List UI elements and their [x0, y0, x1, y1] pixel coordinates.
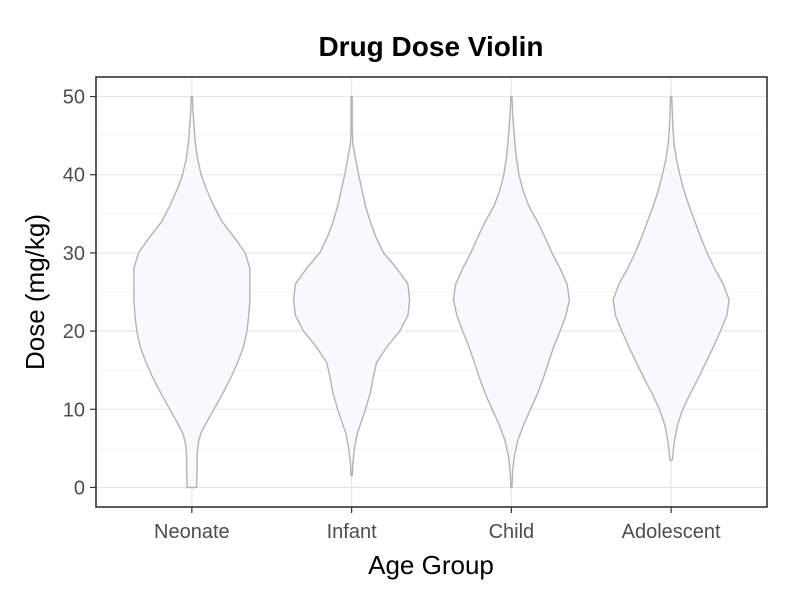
- chart-title: Drug Dose Violin: [318, 31, 543, 62]
- y-tick-label: 40: [63, 165, 85, 187]
- y-tick-label: 10: [63, 399, 85, 421]
- y-tick-label: 0: [74, 477, 85, 499]
- x-axis-title: Age Group: [368, 550, 494, 580]
- y-axis-title: Dose (mg/kg): [20, 214, 50, 370]
- x-tick-label: Child: [489, 521, 535, 543]
- x-tick-label: Adolescent: [622, 521, 721, 543]
- violin-infant: [292, 95, 411, 477]
- panel-border: [95, 76, 768, 508]
- violin-neonate: [133, 95, 251, 489]
- x-tick-label: Infant: [327, 521, 377, 543]
- y-axis: 0 10 20 30 40 50: [63, 87, 96, 499]
- violin-adolescent: [612, 95, 730, 461]
- y-tick-label: 50: [63, 87, 85, 109]
- y-tick-label: 30: [63, 243, 85, 265]
- x-axis: Neonate Infant Child Adolescent: [154, 507, 721, 543]
- y-tick-label: 20: [63, 321, 85, 343]
- violin-child: [452, 95, 571, 489]
- violins: [133, 95, 730, 489]
- x-tick-label: Neonate: [154, 521, 230, 543]
